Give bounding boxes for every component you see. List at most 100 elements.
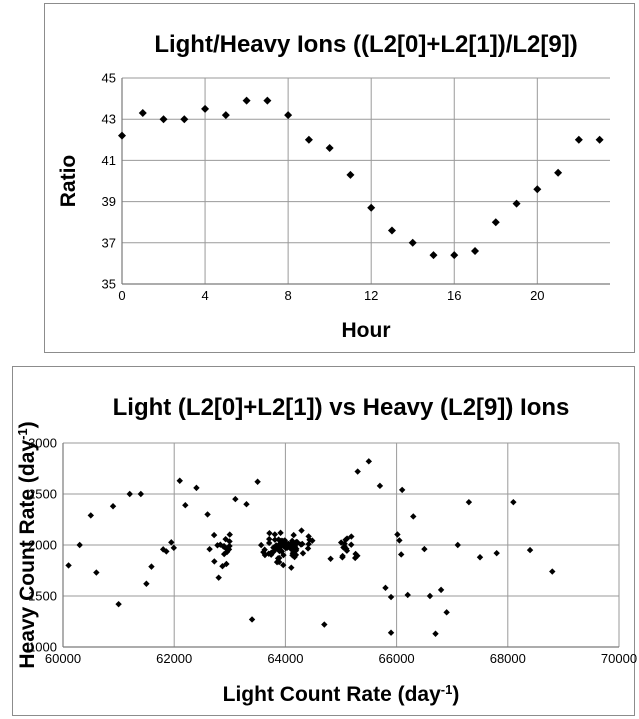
data-point (210, 531, 218, 539)
data-point (304, 545, 312, 552)
data-point (226, 531, 233, 538)
data-point (533, 185, 542, 194)
data-point (263, 96, 272, 105)
data-point (290, 542, 297, 549)
data-point (325, 144, 334, 153)
data-point (290, 531, 297, 539)
data-point (554, 168, 563, 177)
data-point (159, 115, 168, 124)
y-tick-label: 43 (102, 112, 116, 127)
light-vs-heavy-chart: Light (L2[0]+L2[1]) vs Heavy (L2[9]) Ion… (15, 394, 638, 707)
data-point (348, 541, 355, 548)
chart-title: Light/Heavy Ions ((L2[0]+L2[1])/L2[9]) (154, 31, 577, 58)
data-point (510, 498, 517, 506)
x-tick-label: 12 (364, 288, 378, 303)
data-point (220, 550, 228, 558)
data-point (476, 554, 484, 561)
data-point (443, 609, 450, 616)
y-tick-label: 2500 (28, 487, 57, 502)
data-point (242, 96, 251, 105)
data-point (266, 529, 273, 537)
data-point (109, 503, 117, 510)
data-point (180, 115, 189, 124)
data-point (76, 541, 83, 549)
data-point (221, 111, 230, 120)
data-point (512, 199, 521, 208)
y-tick-label: 35 (102, 277, 116, 292)
data-point (282, 541, 289, 549)
data-point (396, 537, 403, 544)
data-point (206, 545, 213, 553)
data-point (65, 562, 72, 569)
data-point (408, 238, 417, 247)
data-point (93, 569, 100, 576)
data-point (143, 580, 150, 587)
data-point (346, 170, 355, 179)
data-point (220, 543, 227, 550)
data-point (87, 512, 94, 519)
data-point (232, 495, 239, 503)
data-point (204, 511, 211, 518)
hourly-ratio-chart: Light/Heavy Ions ((L2[0]+L2[1])/L2[9]) 35… (57, 31, 610, 342)
data-point (148, 563, 155, 570)
data-point (410, 513, 417, 520)
data-point (429, 251, 438, 260)
data-point (398, 551, 405, 558)
data-point (450, 251, 459, 260)
data-point (254, 478, 261, 485)
y-axis-title: Ratio (57, 155, 80, 208)
y-axis-title: Heavy Count Rate (day-1) (15, 421, 40, 668)
data-point (491, 218, 500, 227)
data-point (595, 135, 604, 144)
y-tick-label: 1000 (28, 640, 57, 655)
x-tick-label: 8 (285, 288, 292, 303)
y-tick-label: 1500 (28, 589, 57, 604)
data-point (432, 630, 439, 637)
chart-title: Light (L2[0]+L2[1]) vs Heavy (L2[9]) Ion… (113, 394, 570, 421)
data-point (404, 591, 411, 599)
data-point (437, 586, 445, 594)
y-tick-label: 37 (102, 235, 116, 250)
data-point (182, 502, 189, 509)
data-point (376, 482, 384, 490)
data-point (387, 226, 396, 235)
data-points (65, 458, 556, 637)
data-point (426, 592, 434, 600)
x-tick-label: 0 (118, 288, 125, 303)
data-point (305, 533, 312, 540)
data-point (387, 629, 395, 636)
data-point (243, 501, 250, 508)
data-point (248, 616, 256, 623)
data-point (304, 135, 313, 144)
data-point (299, 550, 307, 557)
hourly-ratio-chart-panel: Light/Heavy Ions ((L2[0]+L2[1])/L2[9]) 35… (44, 3, 635, 353)
data-point (280, 561, 287, 569)
data-point (170, 544, 178, 552)
x-tick-label: 68000 (490, 651, 526, 666)
data-point (214, 542, 221, 549)
data-point (549, 568, 556, 575)
data-point (126, 490, 133, 498)
data-point (299, 540, 306, 548)
x-axis-title: Light Count Rate (day-1) (223, 682, 460, 707)
data-point (118, 131, 126, 140)
data-point (137, 490, 145, 498)
data-point (257, 541, 265, 549)
data-point (193, 484, 200, 492)
data-point (271, 531, 279, 538)
data-point (201, 104, 210, 113)
data-point (138, 109, 147, 118)
data-point (387, 593, 395, 601)
x-tick-label: 62000 (156, 651, 192, 666)
data-point (226, 538, 233, 545)
x-tick-label: 64000 (267, 651, 303, 666)
data-point (421, 545, 428, 553)
data-point (215, 574, 222, 581)
data-point (574, 135, 583, 144)
data-point (261, 551, 269, 559)
y-tick-label: 45 (102, 71, 116, 86)
data-point (176, 477, 183, 484)
data-point (115, 600, 122, 608)
data-point (394, 531, 401, 538)
x-tick-label: 16 (447, 288, 461, 303)
